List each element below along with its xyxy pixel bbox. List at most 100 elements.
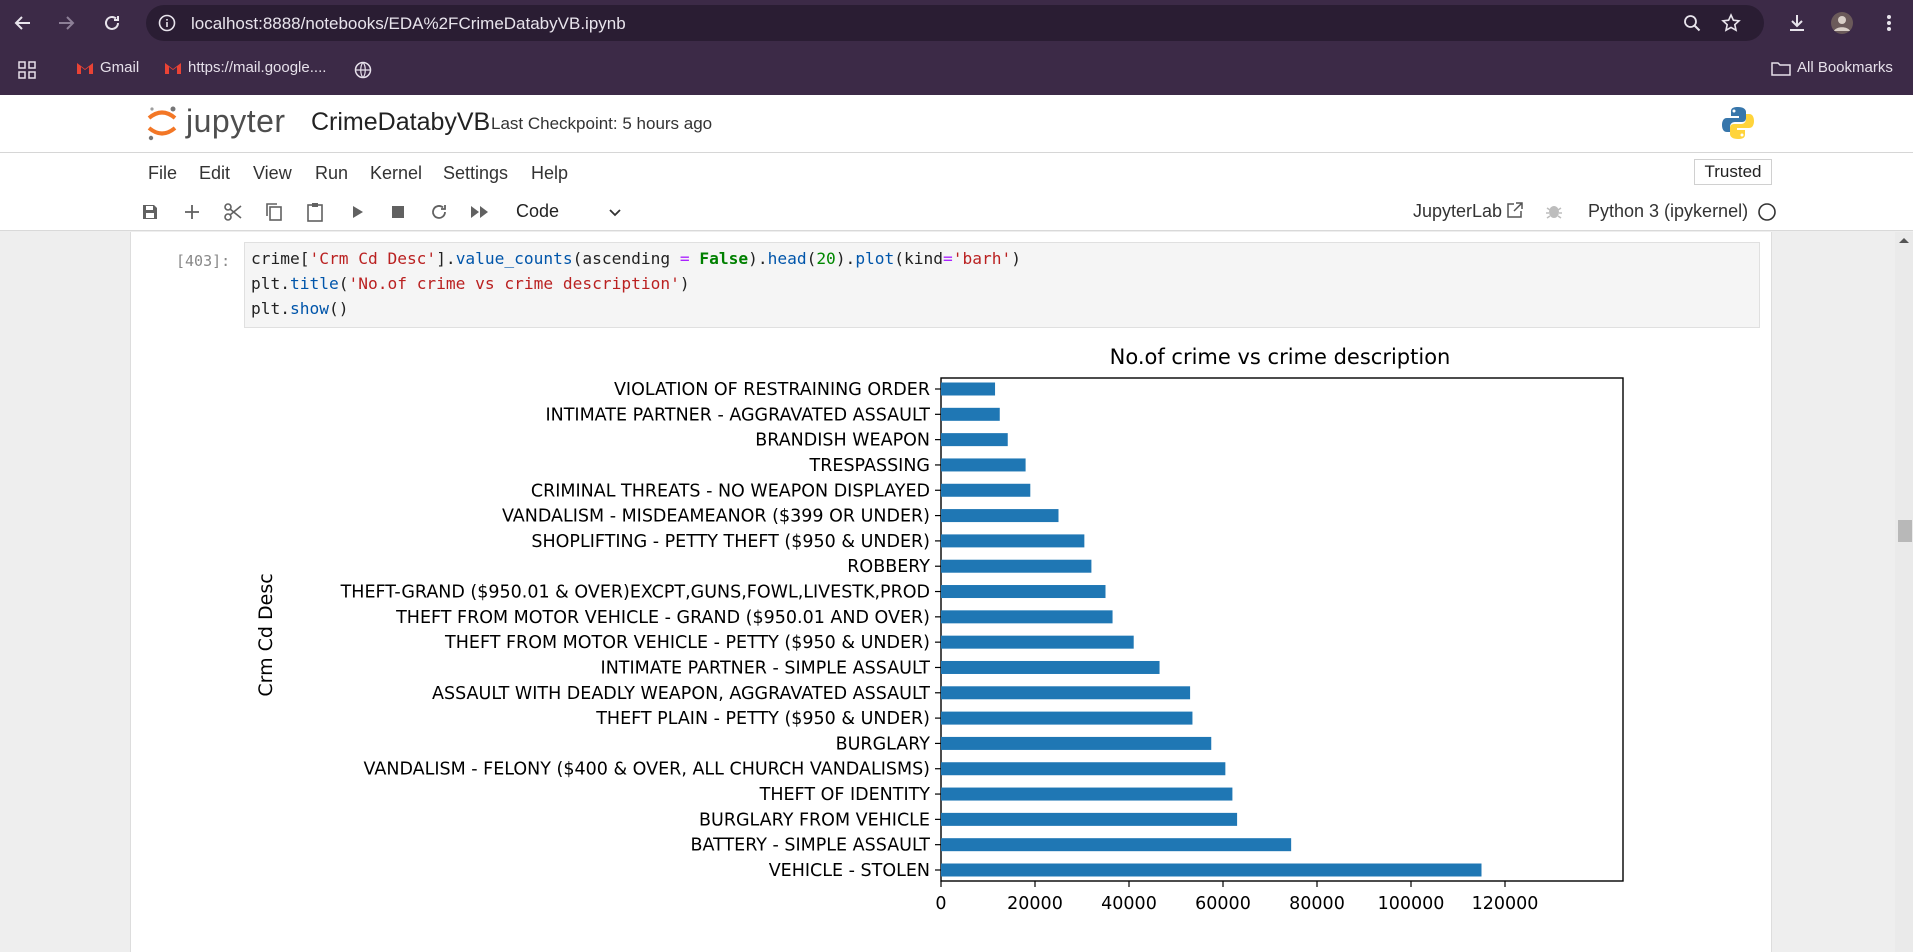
bar-2 [941,433,1008,447]
y-tick-label: BURGLARY FROM VEHICLE [699,810,930,830]
menu-help[interactable]: Help [531,163,569,183]
menu-edit[interactable]: Edit [199,163,231,183]
x-tick-label: 120000 [1472,894,1539,914]
browser-toolbar: localhost:8888/notebooks/EDA%2FCrimeData… [0,0,1913,46]
code-cell-editor[interactable]: crime['Crm Cd Desc'].value_counts(ascend… [244,242,1760,328]
bar-5 [941,509,1059,523]
bar-3 [941,458,1026,472]
back-button[interactable] [10,10,36,36]
kernel-name[interactable]: Python 3 (ipykernel) [1588,201,1749,221]
interrupt-button[interactable] [385,199,411,225]
bar-17 [941,812,1238,826]
reload-button[interactable] [99,10,125,36]
all-bookmarks-label: All Bookmarks [1797,59,1893,76]
bar-4 [941,483,1031,497]
code-line-3: plt.show() [251,299,349,318]
bar-18 [941,838,1292,852]
y-tick-label: INTIMATE PARTNER - AGGRAVATED ASSAULT [545,405,930,425]
y-tick-label: BATTERY - SIMPLE ASSAULT [690,836,930,856]
cut-button[interactable] [220,199,246,225]
gmail-icon [77,62,93,74]
scissors-icon [224,203,242,221]
debugger-icon[interactable] [1545,202,1563,220]
open-jupyterlab-link[interactable]: JupyterLab [1413,201,1503,221]
menu-settings[interactable]: Settings [443,163,509,183]
bar-14 [941,736,1212,750]
folder-icon [1771,61,1791,76]
bar-13 [941,711,1193,725]
menu-view[interactable]: View [253,163,292,183]
notebook-title[interactable]: CrimeDatabyVB [311,108,491,136]
x-tick-label: 100000 [1378,894,1445,914]
y-tick-label: VANDALISM - MISDEAMEANOR ($399 OR UNDER) [502,507,930,527]
y-tick-label: THEFT PLAIN - PETTY ($950 & UNDER) [595,709,930,729]
cell-output-chart: No.of crime vs crime description Crm Cd … [255,345,1624,914]
copy-button[interactable] [261,199,287,225]
external-link-icon[interactable] [1506,201,1524,219]
downloads-button[interactable] [1784,10,1810,36]
browser-menu-button[interactable] [1876,10,1902,36]
site-info-icon[interactable] [158,14,176,32]
code-line-1: crime['Crm Cd Desc'].value_counts(ascend… [251,249,1022,268]
plot-frame [940,377,1624,882]
y-tick-label: ROBBERY [847,557,930,577]
menu-run[interactable]: Run [315,163,349,183]
scrollbar[interactable] [1895,232,1913,952]
bookmark-mail-google[interactable]: https://mail.google.... [164,59,326,76]
python-logo-icon [1722,107,1754,139]
download-icon [1790,15,1804,31]
jupyter-logo-icon[interactable] [146,104,178,142]
bar-10 [941,635,1134,649]
bookmark-star-icon[interactable] [1721,13,1741,33]
kernel-status-idle-icon [1758,203,1776,221]
avatar-icon [1831,12,1853,34]
globe-icon[interactable] [354,61,372,79]
menu-bar: File Edit View Run Kernel Settings Help [0,153,1913,193]
kebab-menu-icon [1887,15,1891,31]
bar-0 [941,382,996,396]
y-tick-label: BURGLARY [836,734,931,754]
scroll-up-icon[interactable] [1898,236,1910,244]
y-tick-label: THEFT-GRAND ($950.01 & OVER)EXCPT,GUNS,F… [340,583,930,603]
x-tick-label: 40000 [1101,894,1157,914]
back-arrow-icon [14,16,30,30]
bookmark-mail-google-label: https://mail.google.... [188,59,327,76]
menu-kernel[interactable]: Kernel [370,163,423,183]
cell-type-select[interactable]: Code [516,201,560,221]
apps-grid-icon[interactable] [18,61,36,79]
insert-cell-button[interactable] [179,199,205,225]
profile-avatar[interactable] [1829,10,1855,36]
add-icon [185,205,199,219]
menu-file[interactable]: File [148,163,178,183]
fast-forward-icon [471,206,488,218]
clipboard-icon [307,203,323,222]
gmail-icon [165,62,181,74]
y-tick-label: THEFT FROM MOTOR VEHICLE - GRAND ($950.0… [395,608,930,628]
save-button[interactable] [137,199,163,225]
copy-icon [266,203,282,221]
y-tick-label: VEHICLE - STOLEN [769,861,930,881]
save-icon [143,205,157,219]
scrollbar-thumb[interactable] [1898,520,1912,542]
x-tick-label: 60000 [1195,894,1251,914]
trusted-indicator[interactable]: Trusted [1694,159,1772,185]
bookmark-gmail[interactable]: Gmail [76,59,139,76]
chevron-down-icon[interactable] [608,208,622,218]
zoom-icon[interactable] [1683,14,1701,32]
bar-19 [941,863,1482,877]
browser-chrome: localhost:8888/notebooks/EDA%2FCrimeData… [0,0,1913,95]
restart-icon [432,205,446,219]
restart-kernel-button[interactable] [426,199,452,225]
run-button[interactable] [344,199,370,225]
forward-button[interactable] [53,10,79,36]
x-tick-label: 80000 [1289,894,1345,914]
bar-9 [941,610,1113,624]
y-tick-label: VANDALISM - FELONY ($400 & OVER, ALL CHU… [364,760,930,780]
restart-run-all-button[interactable] [467,199,493,225]
paste-button[interactable] [302,199,328,225]
address-bar[interactable]: localhost:8888/notebooks/EDA%2FCrimeData… [146,5,1764,41]
y-tick-label: SHOPLIFTING - PETTY THEFT ($950 & UNDER) [531,532,930,552]
all-bookmarks[interactable]: All Bookmarks [1771,59,1893,76]
url-text: localhost:8888/notebooks/EDA%2FCrimeData… [191,14,626,33]
stop-icon [392,206,404,218]
